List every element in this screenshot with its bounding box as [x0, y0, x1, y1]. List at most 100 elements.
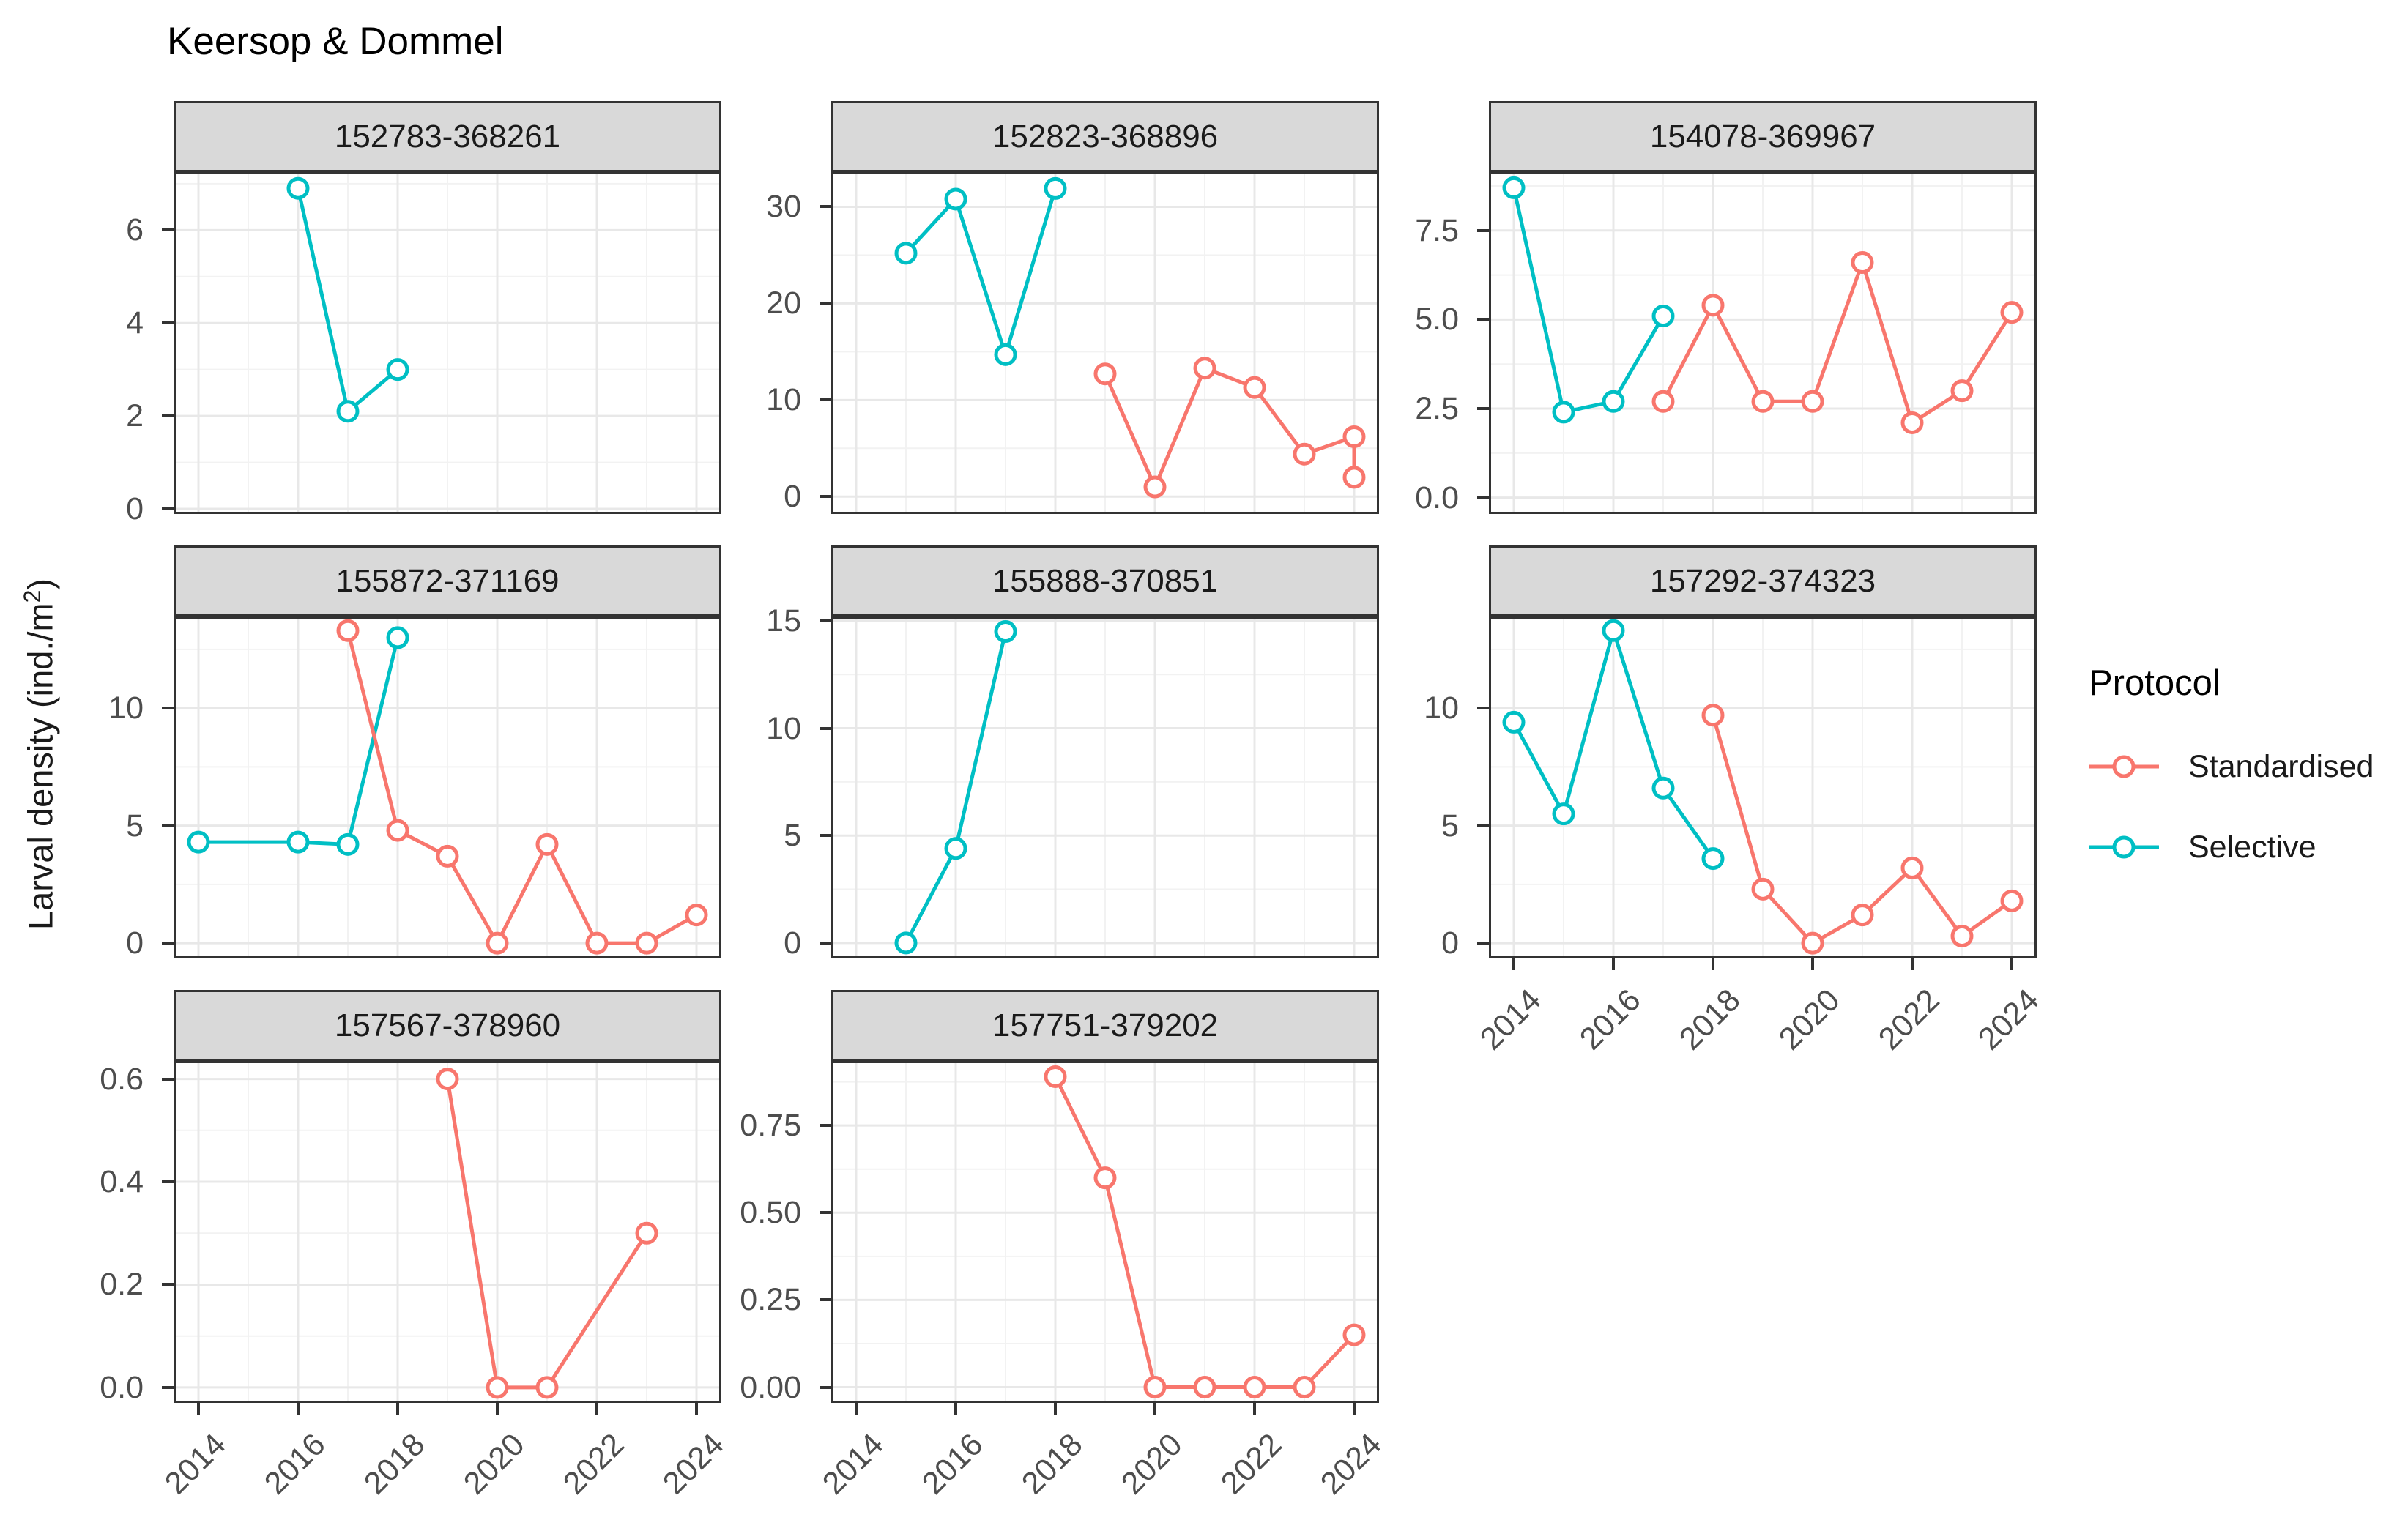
y-axis-tick [162, 1077, 174, 1081]
data-point-standardised [1243, 376, 1266, 399]
data-point-standardised [1801, 931, 1824, 955]
facet-strip: 157292-374323 [1489, 545, 2037, 617]
y-axis-tick [162, 707, 174, 710]
facet-title: 157751-379202 [992, 1007, 1219, 1043]
legend-key-point [2112, 835, 2136, 859]
series-line-standardised [445, 1079, 649, 1390]
data-point-selective [386, 358, 409, 381]
y-axis-tick [820, 1385, 831, 1389]
data-point-selective [894, 931, 918, 955]
y-axis-label-superscript: 2 [18, 589, 45, 603]
facet-strip: 154078-369967 [1489, 101, 2037, 172]
legend-key-point [2112, 755, 2136, 778]
y-tick-label: 5.0 [1415, 302, 1459, 338]
facet-panel [174, 617, 721, 958]
facet-title: 155872-371169 [335, 562, 560, 599]
data-point-selective [1651, 305, 1675, 328]
data-point-standardised [635, 931, 658, 955]
data-point-standardised [535, 1376, 559, 1399]
legend-items: Standardised Selective [2089, 744, 2374, 870]
data-point-selective [1602, 619, 1625, 642]
x-axis-tick [1811, 958, 1814, 970]
data-point-standardised [1342, 425, 1366, 448]
y-axis-tick [820, 302, 831, 305]
y-axis-tick [162, 228, 174, 232]
y-axis-tick [820, 726, 831, 730]
y-tick-label: 10 [766, 382, 801, 418]
facet-panel [831, 172, 1379, 514]
data-point-standardised [1851, 904, 1874, 927]
x-axis-tick [197, 1403, 200, 1415]
data-point-standardised [1751, 390, 1775, 413]
y-tick-label: 0 [784, 479, 801, 515]
y-axis-tick [1477, 228, 1489, 232]
y-tick-label: 0 [1441, 925, 1459, 961]
y-axis-tick [162, 321, 174, 325]
data-point-selective [1552, 401, 1575, 424]
data-point-selective [286, 830, 310, 854]
data-point-standardised [1193, 1376, 1216, 1399]
y-tick-label: 10 [108, 690, 144, 726]
x-axis-tick [595, 1403, 598, 1415]
data-point-standardised [1093, 362, 1117, 386]
y-axis-tick [162, 1385, 174, 1389]
data-point-selective [336, 400, 360, 423]
legend-item: Standardised [2089, 744, 2374, 789]
y-tick-label: 0 [126, 491, 144, 527]
data-point-selective [894, 242, 918, 265]
panel-border [831, 617, 1379, 958]
y-tick-label: 20 [766, 286, 801, 321]
y-axis-tick [820, 398, 831, 402]
y-tick-label: 5 [126, 808, 144, 843]
facet-strip: 155888-370851 [831, 545, 1379, 617]
data-point-standardised [436, 844, 459, 868]
facet-panel [831, 1061, 1379, 1403]
data-point-selective [187, 830, 210, 854]
y-tick-label: 4 [126, 305, 144, 341]
x-axis-tick [1512, 958, 1515, 970]
data-point-standardised [1950, 925, 1974, 948]
data-point-selective [994, 343, 1017, 366]
data-point-selective [1502, 710, 1526, 734]
y-axis-tick [820, 1124, 831, 1128]
data-point-selective [994, 620, 1017, 644]
facet-panel [174, 1061, 721, 1403]
data-point-standardised [486, 1376, 509, 1399]
data-point-selective [1552, 802, 1575, 826]
data-point-standardised [1342, 1323, 1366, 1346]
data-point-standardised [1293, 1376, 1316, 1399]
y-axis-tick [1477, 824, 1489, 827]
facet-panel [174, 172, 721, 514]
data-point-selective [286, 176, 310, 200]
data-point-standardised [1093, 1166, 1117, 1190]
x-axis-tick [1153, 1403, 1156, 1415]
y-tick-label: 5 [1441, 808, 1459, 843]
data-point-standardised [1751, 877, 1775, 901]
x-axis-tick [695, 1403, 698, 1415]
legend-item-label: Selective [2188, 829, 2316, 865]
y-axis-label: Larval density (ind./m2) [18, 578, 61, 930]
x-axis-tick [954, 1403, 957, 1415]
facet-panel [831, 617, 1379, 958]
data-point-standardised [585, 931, 609, 955]
data-point-selective [1602, 390, 1625, 413]
facet-panel [1489, 617, 2037, 958]
data-point-standardised [1044, 1065, 1067, 1088]
facet-title: 157567-378960 [334, 1007, 561, 1043]
facet-panel [1489, 172, 2037, 514]
panel-border [831, 1061, 1379, 1403]
x-axis-tick [2010, 958, 2013, 970]
y-axis-tick [820, 619, 831, 622]
y-axis-tick [162, 942, 174, 945]
y-axis-label-suffix: ) [21, 578, 60, 590]
y-axis-tick [1477, 942, 1489, 945]
data-point-standardised [1950, 379, 1974, 403]
y-axis-tick [820, 1211, 831, 1215]
facet-title: 152783-368261 [334, 118, 561, 154]
panel-border [1489, 172, 2037, 514]
data-point-standardised [1701, 294, 1725, 317]
x-axis-tick [1911, 958, 1914, 970]
y-tick-label: 5 [784, 818, 801, 854]
legend-item-label: Standardised [2188, 748, 2374, 784]
